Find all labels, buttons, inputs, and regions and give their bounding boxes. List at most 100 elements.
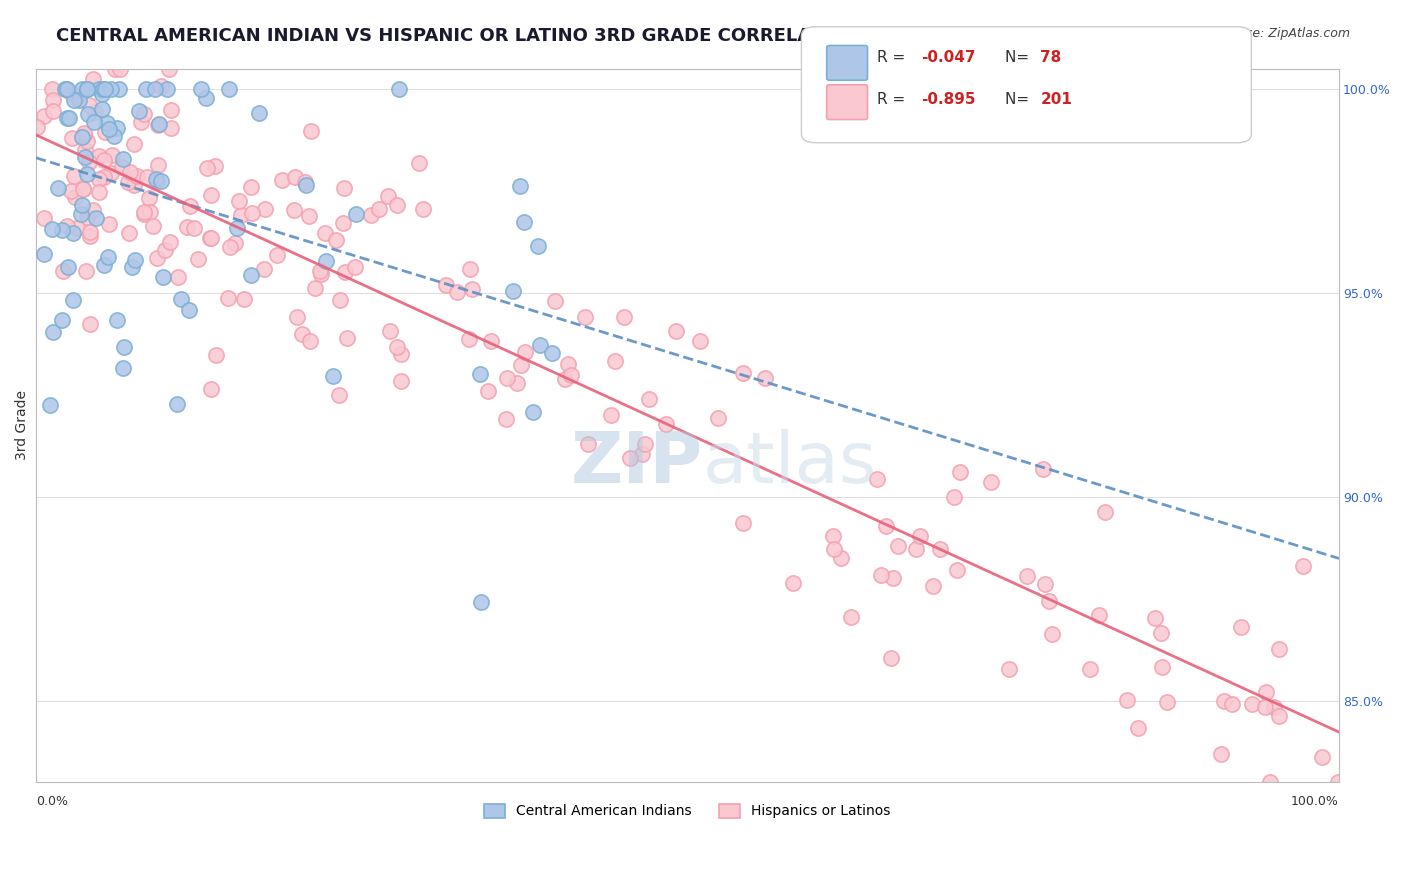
Point bbox=[63, 93, 86, 107]
Point bbox=[84, 211, 107, 226]
Point bbox=[1116, 692, 1139, 706]
Point bbox=[502, 284, 524, 298]
Point bbox=[70, 82, 93, 96]
Text: Source: ZipAtlas.com: Source: ZipAtlas.com bbox=[1216, 27, 1350, 40]
Point bbox=[1291, 559, 1313, 574]
Point bbox=[1240, 697, 1263, 711]
Point bbox=[60, 184, 83, 198]
Point bbox=[385, 198, 408, 212]
Point bbox=[458, 262, 481, 277]
Point bbox=[217, 291, 239, 305]
Point bbox=[73, 143, 96, 157]
Point bbox=[183, 221, 205, 235]
Point bbox=[66, 220, 89, 235]
Point bbox=[655, 417, 678, 431]
Point bbox=[169, 292, 191, 306]
Point bbox=[943, 490, 966, 504]
Point bbox=[446, 285, 468, 300]
Point bbox=[1229, 620, 1251, 634]
Point bbox=[82, 72, 104, 87]
Point bbox=[509, 178, 531, 193]
Point bbox=[79, 317, 101, 331]
Point bbox=[166, 397, 188, 411]
Point bbox=[304, 281, 326, 295]
Point bbox=[875, 518, 897, 533]
Point bbox=[980, 475, 1002, 490]
Point bbox=[134, 207, 156, 221]
Point bbox=[39, 398, 62, 412]
Point bbox=[93, 258, 115, 272]
Point bbox=[32, 247, 55, 261]
Point bbox=[1267, 641, 1289, 656]
Point bbox=[240, 180, 263, 194]
Point bbox=[387, 340, 409, 354]
Point bbox=[1015, 568, 1038, 582]
Point bbox=[76, 211, 98, 225]
Point bbox=[240, 206, 263, 220]
Point bbox=[76, 82, 98, 96]
Text: 78: 78 bbox=[1040, 51, 1062, 65]
Point bbox=[224, 236, 246, 251]
Point bbox=[328, 293, 350, 307]
Point bbox=[70, 207, 93, 221]
Point bbox=[63, 190, 86, 204]
Point bbox=[505, 376, 527, 390]
Point bbox=[117, 175, 139, 189]
Point bbox=[42, 325, 65, 339]
Point bbox=[434, 277, 457, 292]
Point bbox=[527, 239, 550, 253]
Point bbox=[204, 160, 226, 174]
Point bbox=[75, 151, 97, 165]
Point bbox=[946, 563, 969, 577]
Point bbox=[253, 261, 276, 276]
Point bbox=[96, 116, 118, 130]
Point bbox=[477, 384, 499, 399]
Point bbox=[239, 268, 262, 282]
Point bbox=[1312, 750, 1334, 764]
Point bbox=[79, 228, 101, 243]
Point bbox=[94, 125, 117, 139]
Text: CENTRAL AMERICAN INDIAN VS HISPANIC OR LATINO 3RD GRADE CORRELATION CHART: CENTRAL AMERICAN INDIAN VS HISPANIC OR L… bbox=[56, 27, 934, 45]
Point bbox=[336, 331, 359, 345]
Point bbox=[389, 347, 412, 361]
Point bbox=[495, 412, 517, 426]
Text: ZIP: ZIP bbox=[571, 429, 703, 499]
Point bbox=[198, 231, 221, 245]
Point bbox=[929, 542, 952, 557]
Point bbox=[83, 104, 105, 119]
Point bbox=[179, 199, 201, 213]
Point bbox=[229, 209, 252, 223]
Point bbox=[603, 353, 626, 368]
Point bbox=[613, 310, 636, 324]
Point bbox=[70, 198, 93, 212]
Text: N=: N= bbox=[1005, 51, 1035, 65]
Point bbox=[1263, 699, 1285, 714]
Point bbox=[157, 62, 180, 76]
Point bbox=[90, 87, 112, 102]
Point bbox=[458, 332, 481, 346]
Text: 201: 201 bbox=[1040, 93, 1073, 107]
Point bbox=[298, 209, 321, 223]
Point bbox=[135, 169, 157, 184]
Point bbox=[782, 576, 804, 591]
Text: -0.047: -0.047 bbox=[921, 51, 976, 65]
Point bbox=[254, 202, 277, 216]
Point bbox=[1150, 626, 1173, 640]
Point bbox=[160, 121, 183, 136]
Point bbox=[167, 270, 190, 285]
Point bbox=[1326, 775, 1348, 789]
Point bbox=[299, 334, 322, 349]
Point bbox=[127, 169, 149, 183]
Point bbox=[93, 82, 115, 96]
Point bbox=[922, 579, 945, 593]
Point bbox=[108, 82, 131, 96]
Point bbox=[89, 82, 111, 96]
Point bbox=[689, 334, 711, 348]
Point bbox=[83, 115, 105, 129]
Point bbox=[574, 310, 596, 324]
Point bbox=[56, 219, 79, 233]
Point bbox=[1156, 695, 1178, 709]
Point bbox=[104, 62, 127, 76]
Point bbox=[870, 567, 893, 582]
Point bbox=[146, 118, 169, 132]
